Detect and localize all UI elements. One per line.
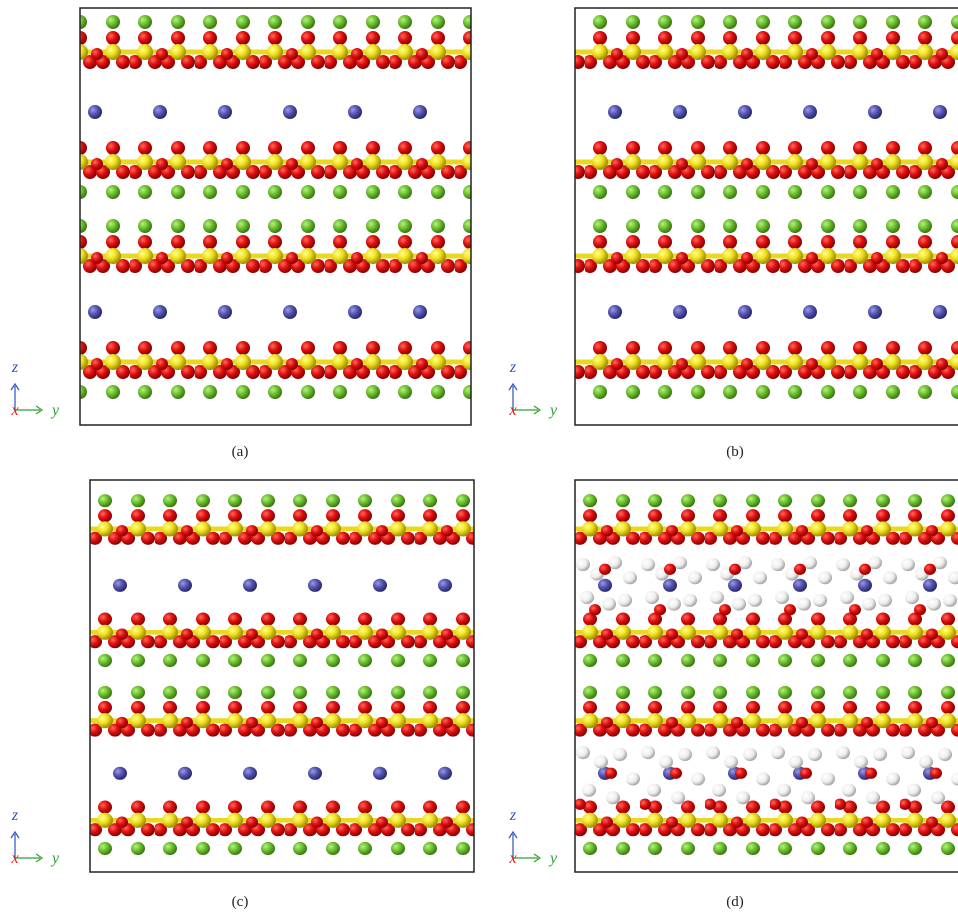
axis-z: z xyxy=(11,359,19,376)
panel-label: (b) xyxy=(726,444,744,460)
panel-a: z x y (a) xyxy=(10,7,472,460)
panel-label: (a) xyxy=(232,444,249,460)
axis-y: y xyxy=(50,402,60,419)
panel-label: (d) xyxy=(726,894,744,910)
axis-y: y xyxy=(50,850,60,867)
water xyxy=(575,480,958,872)
cell-box xyxy=(89,479,475,873)
axis-z: z xyxy=(509,807,517,824)
structure xyxy=(90,480,474,872)
panel-d: z x y (d) xyxy=(508,479,958,910)
axis-x: x xyxy=(508,850,516,867)
structure xyxy=(80,8,471,425)
axis-x: x xyxy=(10,402,18,419)
panel-c: z x y (c) xyxy=(10,479,475,910)
axis-y: y xyxy=(548,850,558,867)
cell-box xyxy=(574,7,958,426)
axis-z: z xyxy=(509,359,517,376)
axis-x: x xyxy=(508,402,516,419)
axis-z: z xyxy=(11,807,19,824)
axis-y: y xyxy=(548,402,558,419)
cell-box xyxy=(574,479,958,873)
panel-b: z x y (b) xyxy=(508,7,958,460)
structure xyxy=(575,8,958,425)
axis-x: x xyxy=(10,850,18,867)
panel-label: (c) xyxy=(232,894,249,910)
cell-box xyxy=(79,7,472,426)
